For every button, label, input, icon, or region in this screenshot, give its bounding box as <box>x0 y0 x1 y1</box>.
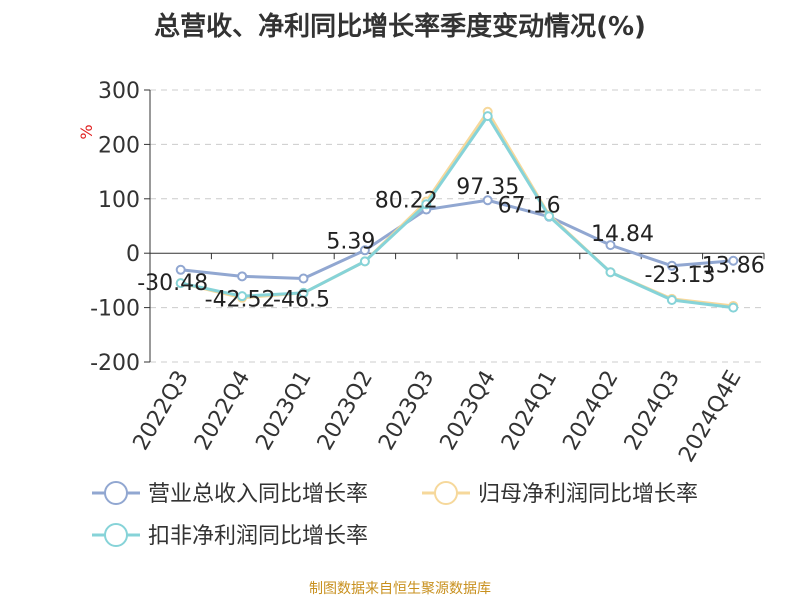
data-point <box>298 273 309 284</box>
data-point <box>544 211 555 222</box>
x-tick-label: 2024Q3 <box>620 367 685 455</box>
x-tick-label: 2024Q1 <box>497 367 562 455</box>
x-tick-label: 2022Q3 <box>129 367 194 455</box>
chart-title: 总营收、净利同比增长率季度变动情况(%) <box>154 12 646 42</box>
data-point <box>359 245 370 256</box>
x-tick-label: 2023Q2 <box>313 367 378 455</box>
data-point <box>482 111 493 122</box>
data-label: -23.13 <box>644 263 715 288</box>
data-point <box>175 278 186 289</box>
data-label: -30.48 <box>137 271 208 296</box>
legend-label: 营业总收入同比增长率 <box>148 482 368 507</box>
legend-label: 归母净利润同比增长率 <box>478 482 698 507</box>
data-label: -42.52 <box>205 287 276 312</box>
y-tick-label: -100 <box>90 297 140 322</box>
data-point <box>237 291 248 302</box>
data-label: 5.39 <box>326 229 375 254</box>
series-line-3 <box>180 114 734 310</box>
data-point <box>728 255 739 266</box>
x-tick-label: 2024Q2 <box>558 367 623 455</box>
x-tick-label: 2023Q3 <box>374 367 439 455</box>
legend-marker <box>434 481 458 505</box>
legend-label: 扣非净利润同比增长率 <box>148 524 368 549</box>
data-label: -46.5 <box>273 287 330 312</box>
data-label: 14.84 <box>591 222 654 247</box>
y-tick-label: -200 <box>90 351 140 376</box>
data-point <box>175 264 186 275</box>
legend-item-3: 扣非净利润同比增长率 <box>92 523 368 549</box>
legend-marker <box>104 481 128 505</box>
x-tick-label: 2024Q4E <box>674 367 746 467</box>
data-label: 67.16 <box>498 194 561 219</box>
y-axis-label: % <box>77 124 96 139</box>
x-tick-label: 2023Q1 <box>251 367 316 455</box>
data-point <box>237 271 248 282</box>
x-tick-label: 2023Q4 <box>436 367 501 455</box>
data-point <box>298 287 309 298</box>
legend-marker <box>104 523 128 547</box>
data-source-note: 制图数据来自恒生聚源数据库 <box>309 581 491 597</box>
y-tick-label: 300 <box>98 79 140 104</box>
data-point <box>605 267 616 278</box>
data-point <box>359 256 370 267</box>
series-line-1 <box>180 198 734 280</box>
data-point <box>605 240 616 251</box>
y-tick-label: 0 <box>126 242 140 267</box>
data-label: 80.22 <box>375 189 438 214</box>
data-label: 97.35 <box>456 175 519 200</box>
data-point <box>482 195 493 206</box>
data-point <box>666 294 677 305</box>
data-point <box>666 260 677 271</box>
legend-item-2: 归母净利润同比增长率 <box>422 481 698 507</box>
x-tick-label: 2022Q4 <box>190 367 255 455</box>
legend-item-1: 营业总收入同比增长率 <box>92 481 368 507</box>
data-point <box>728 302 739 313</box>
data-label: -13.86 <box>694 254 765 279</box>
data-point <box>421 199 432 210</box>
y-tick-label: 200 <box>98 133 140 158</box>
y-tick-label: 100 <box>98 188 140 213</box>
